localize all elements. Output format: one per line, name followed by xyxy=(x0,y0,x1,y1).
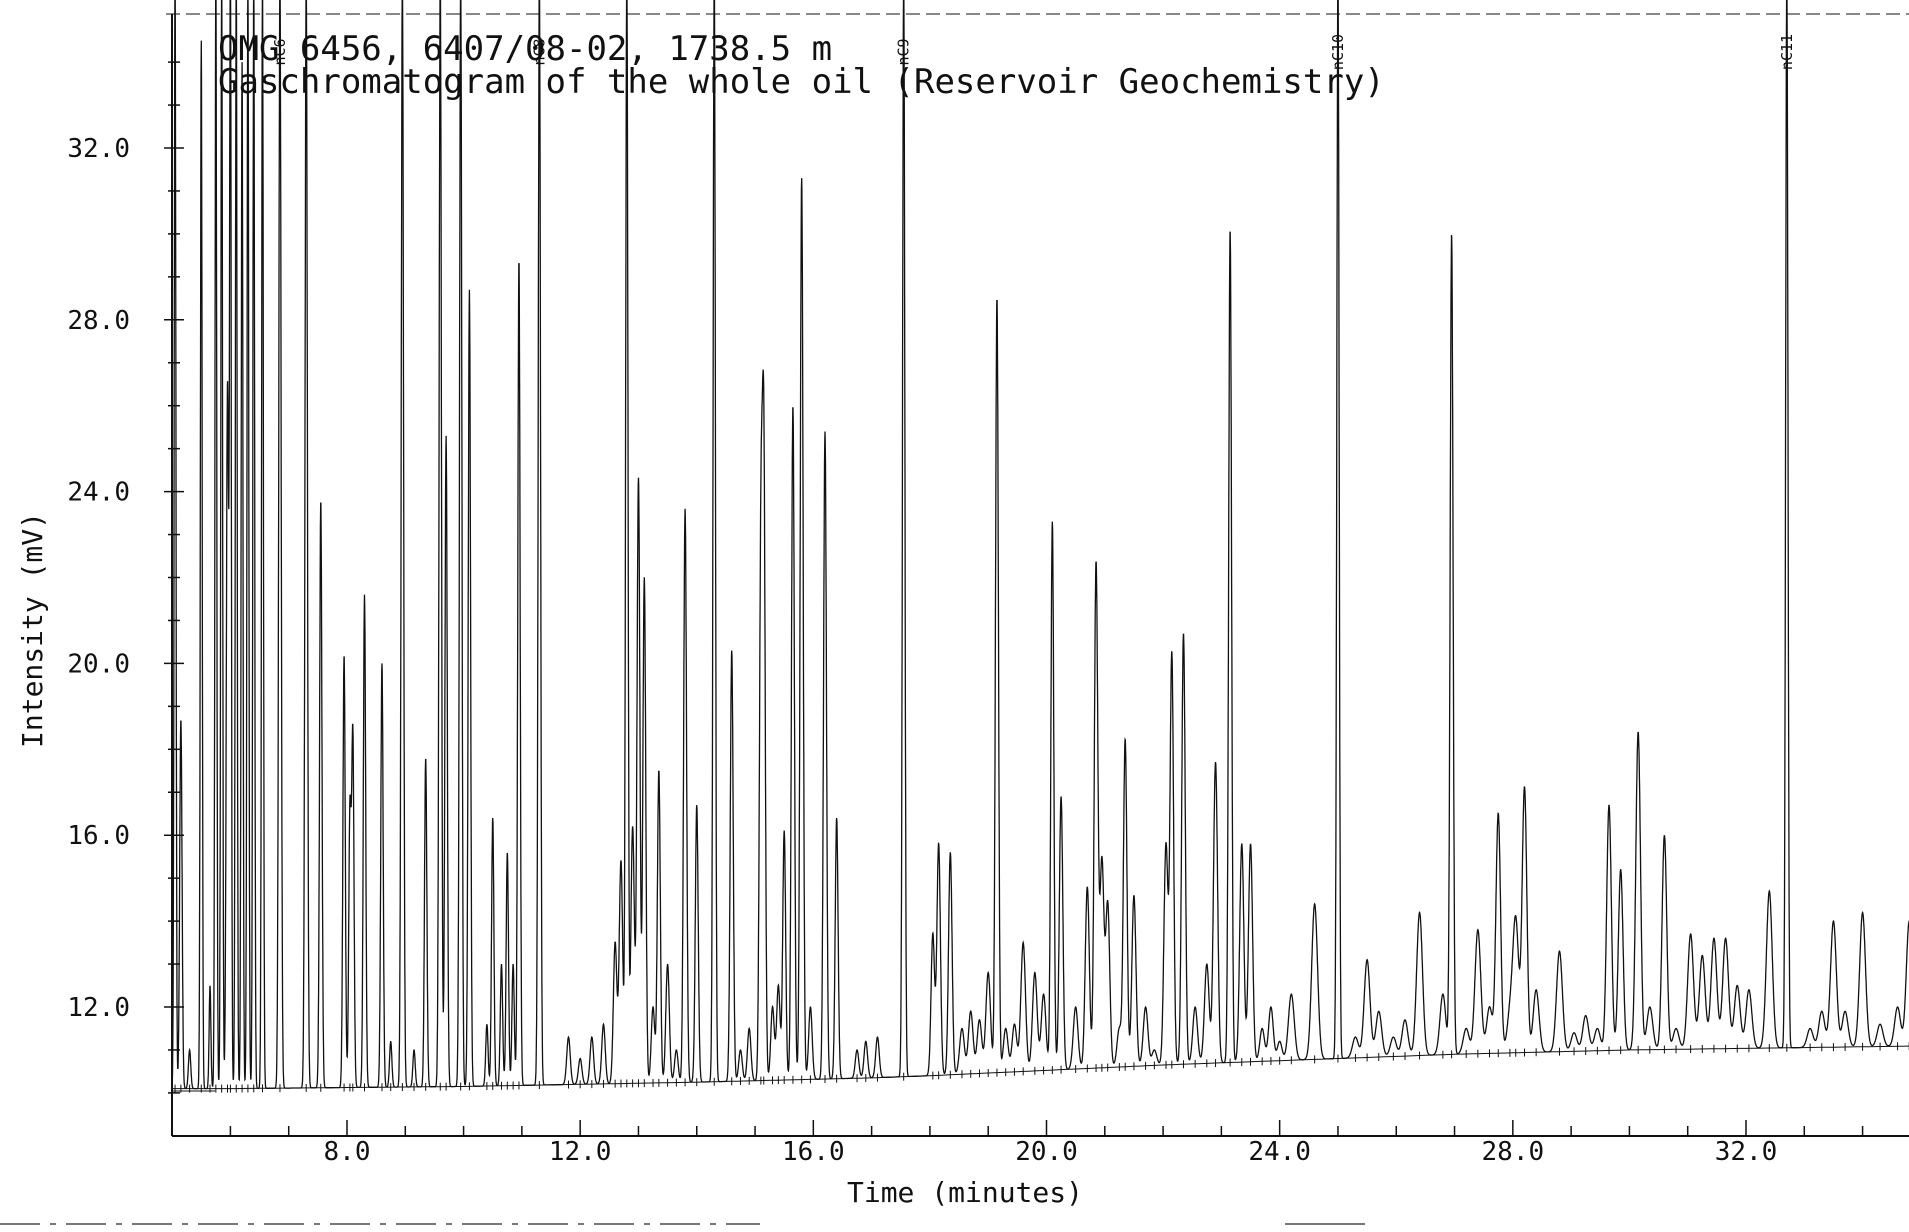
x-tick-label: 8.0 xyxy=(324,1137,371,1167)
y-tick-label: 20.0 xyxy=(67,649,130,679)
chart-title: OMG 6456, 6407/08-02, 1738.5 m xyxy=(218,29,832,69)
peak-label-nc9: nC9 xyxy=(895,38,913,65)
y-tick-label: 16.0 xyxy=(67,821,130,851)
chromatogram-trace xyxy=(172,0,1909,1090)
peak-label-nc6: nC6 xyxy=(271,38,289,65)
y-tick-label: 28.0 xyxy=(67,306,130,336)
y-tick-label: 32.0 xyxy=(67,134,130,164)
plot-area xyxy=(172,0,1909,1093)
peak-label-nc10: nC10 xyxy=(1329,34,1347,70)
axis-labels: OMG 6456, 6407/08-02, 1738.5 m Gaschroma… xyxy=(16,29,1385,1209)
axes: 12.0 16.0 20.0 24.0 28.0 32.0 8.0 12.0 16.0 20.0 2… xyxy=(0,13,1909,1225)
x-tick-label: 20.0 xyxy=(1015,1137,1078,1167)
chart-subtitle: Gaschromatogram of the whole oil (Reserv… xyxy=(218,62,1385,102)
y-axis-title: Intensity (mV) xyxy=(16,512,49,748)
y-tick-label: 12.0 xyxy=(67,993,130,1023)
x-tick-label: 16.0 xyxy=(782,1137,845,1167)
integration-baseline xyxy=(172,1045,1909,1090)
x-tick-label: 28.0 xyxy=(1482,1137,1545,1167)
x-tick-label: 24.0 xyxy=(1248,1137,1311,1167)
peak-label-nc11: nC11 xyxy=(1778,34,1796,70)
peak-label-nc8: nC8 xyxy=(530,38,548,65)
x-tick-label: 12.0 xyxy=(549,1137,612,1167)
y-tick-label: 24.0 xyxy=(67,478,130,508)
x-tick-label: 32.0 xyxy=(1715,1137,1778,1167)
x-axis-title: Time (minutes) xyxy=(847,1176,1083,1209)
